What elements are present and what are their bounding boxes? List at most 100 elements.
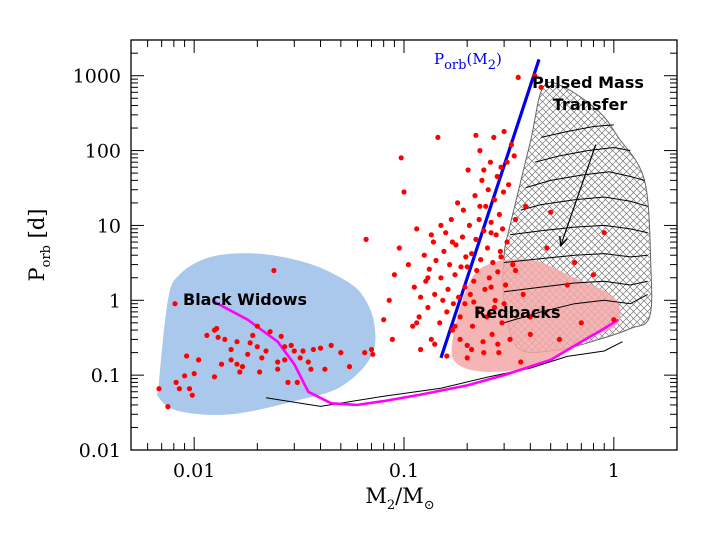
data-point: [497, 248, 503, 254]
data-point: [430, 239, 436, 245]
data-point: [435, 134, 441, 140]
data-point: [282, 357, 288, 363]
data-point: [532, 73, 538, 79]
data-point: [196, 357, 202, 363]
data-point: [494, 173, 500, 180]
data-point: [222, 336, 228, 342]
y-tick-label: 1: [109, 290, 121, 312]
data-point: [498, 164, 504, 170]
data-point: [478, 257, 484, 263]
data-point: [453, 242, 459, 248]
data-point: [448, 216, 454, 223]
data-point: [496, 211, 502, 218]
data-point: [317, 345, 324, 351]
data-point: [495, 269, 501, 275]
x-axis-title-sub2: ⊙: [424, 498, 435, 513]
data-point: [391, 272, 397, 278]
data-point: [493, 232, 499, 238]
porb-line-label: Porb(M2): [434, 50, 502, 73]
x-tick-label: 0.01: [173, 460, 215, 482]
data-point: [464, 342, 470, 348]
porb-line-label-rest: (M: [466, 50, 487, 68]
data-point: [500, 226, 506, 232]
data-point: [445, 286, 451, 292]
data-point: [491, 197, 498, 203]
data-point: [368, 346, 375, 353]
y-axis-title: Porb [d]: [25, 208, 54, 281]
y-axis-title-main: P: [25, 267, 49, 281]
data-point: [438, 275, 444, 281]
y-tick-label: 0.01: [79, 440, 121, 462]
data-point: [611, 317, 617, 323]
data-point: [491, 134, 497, 140]
data-point: [254, 323, 260, 329]
pulsed-mass-transfer-arrow: [561, 144, 597, 245]
data-point: [515, 74, 521, 80]
data-point: [465, 167, 471, 173]
data-point: [501, 301, 507, 307]
data-point: [428, 336, 434, 342]
data-point: [523, 203, 529, 209]
data-point: [488, 219, 494, 225]
data-point: [250, 332, 256, 338]
data-point: [254, 344, 260, 350]
data-point: [527, 331, 533, 337]
data-point: [338, 350, 344, 356]
data-point: [271, 267, 277, 274]
data-point: [449, 327, 455, 333]
data-point: [425, 304, 431, 311]
data-point: [462, 301, 468, 307]
data-point: [450, 301, 456, 307]
data-point: [486, 311, 492, 317]
data-point: [294, 379, 300, 385]
data-point: [488, 230, 494, 236]
data-point: [239, 364, 246, 370]
data-point: [458, 264, 464, 270]
data-point: [472, 193, 478, 199]
data-point: [386, 297, 392, 303]
data-point: [491, 304, 498, 311]
evolution-track-9: [540, 124, 614, 138]
evolution-track-2: [503, 293, 648, 324]
data-point: [381, 317, 387, 323]
data-point: [396, 245, 402, 251]
data-point: [416, 314, 422, 320]
data-point: [291, 348, 297, 354]
data-point: [428, 232, 434, 238]
data-point: [452, 323, 458, 329]
data-point: [499, 320, 505, 326]
data-point: [172, 301, 178, 307]
porb-m2-line: [439, 58, 541, 359]
data-point: [204, 332, 210, 338]
data-point: [495, 341, 501, 347]
redbacks-label: Redbacks: [474, 303, 561, 322]
y-axis-title-sub: orb: [39, 245, 54, 267]
data-point: [449, 239, 455, 245]
data-point: [288, 342, 294, 348]
data-point: [182, 373, 188, 379]
data-point: [328, 342, 334, 348]
data-point: [410, 323, 416, 329]
data-point: [481, 228, 487, 234]
data-point: [228, 346, 234, 353]
data-point: [300, 348, 306, 354]
data-point: [507, 336, 513, 342]
data-point: [527, 314, 533, 320]
data-point: [214, 325, 220, 332]
data-point: [215, 334, 221, 340]
porb-line-label-close: ): [496, 50, 502, 68]
pulsed-mass-transfer-label-line1: Pulsed Mass: [532, 73, 644, 92]
data-point: [245, 351, 251, 357]
data-point: [469, 323, 476, 329]
data-point: [247, 340, 253, 346]
data-point: [425, 275, 431, 281]
data-point: [401, 189, 407, 195]
data-point: [308, 366, 314, 372]
data-point: [275, 359, 281, 365]
evolution-track-6: [520, 196, 648, 211]
evolution-track-4: [504, 253, 648, 263]
data-point: [418, 294, 424, 300]
data-point: [520, 291, 526, 297]
data-point: [469, 346, 475, 353]
